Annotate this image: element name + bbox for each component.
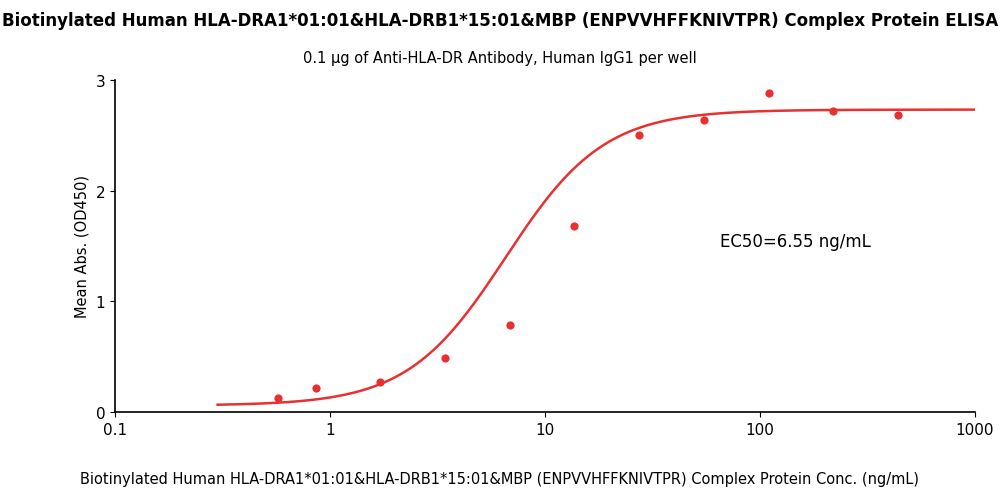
Point: [761, 90, 777, 98]
Text: 0.1 μg of Anti-HLA-DR Antibody, Human IgG1 per well: 0.1 μg of Anti-HLA-DR Antibody, Human Ig…: [303, 51, 697, 66]
Point: [372, 379, 388, 386]
Text: EC50=6.55 ng/mL: EC50=6.55 ng/mL: [720, 232, 871, 250]
Point: [631, 132, 647, 140]
Point: [890, 112, 906, 120]
Point: [308, 384, 324, 392]
Text: Biotinylated Human HLA-DRA1*01:01&HLA-DRB1*15:01&MBP (ENPVVHFFKNIVTPR) Complex P: Biotinylated Human HLA-DRA1*01:01&HLA-DR…: [80, 470, 920, 486]
Y-axis label: Mean Abs. (OD450): Mean Abs. (OD450): [75, 175, 90, 318]
Point: [437, 354, 453, 362]
Text: Biotinylated Human HLA-DRA1*01:01&HLA-DRB1*15:01&MBP (ENPVVHFFKNIVTPR) Complex P: Biotinylated Human HLA-DRA1*01:01&HLA-DR…: [2, 12, 998, 30]
Point: [825, 107, 841, 115]
Point: [696, 117, 712, 124]
Point: [270, 394, 286, 402]
Point: [502, 321, 518, 329]
Point: [566, 223, 582, 230]
